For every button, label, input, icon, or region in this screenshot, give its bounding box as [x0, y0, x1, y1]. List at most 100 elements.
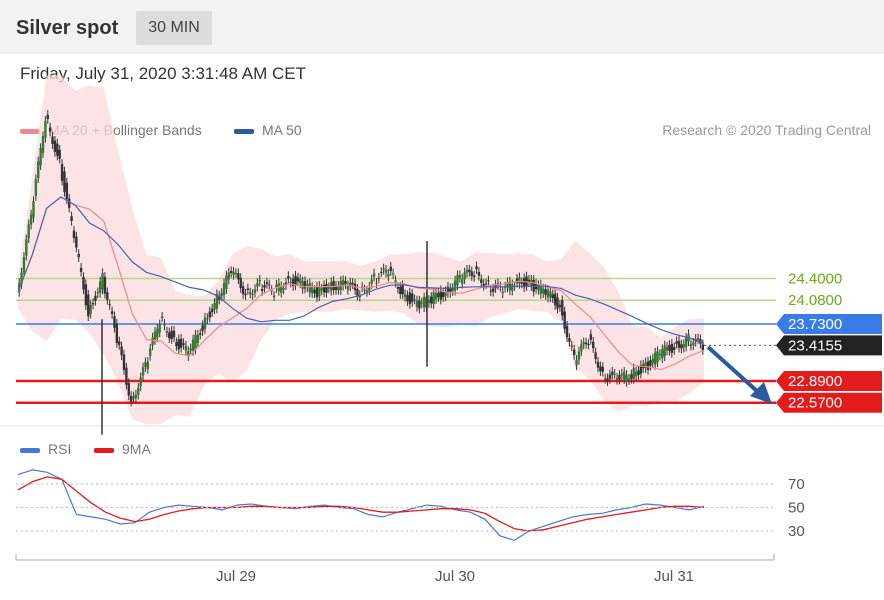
candle-body: [22, 256, 26, 273]
candle-body: [263, 285, 266, 288]
rsi-tick-70: 70: [788, 476, 805, 493]
candle-body: [239, 277, 242, 289]
candle-body: [246, 288, 250, 291]
candle-body: [520, 282, 523, 284]
candle-body: [408, 292, 412, 304]
level-label-24.0800: 24.0800: [788, 292, 842, 309]
candle-body: [41, 136, 45, 154]
timestamp: Friday, July 31, 2020 3:31:48 AM CET: [20, 64, 306, 83]
candle-body: [501, 291, 504, 294]
candle-body: [249, 292, 252, 294]
candle-body: [210, 308, 214, 313]
candle-body: [132, 396, 135, 399]
candle-body: [561, 300, 564, 316]
candle-body: [511, 284, 514, 291]
candle-body: [208, 311, 211, 318]
candle-body: [137, 387, 140, 395]
level-tag-23.7300: [776, 313, 882, 334]
candle-body: [53, 140, 57, 153]
candle-body: [422, 297, 426, 308]
candle-body: [630, 374, 633, 379]
candle-body: [284, 282, 288, 286]
candle-body: [675, 341, 678, 344]
candle-body: [146, 361, 150, 369]
candle-body: [194, 334, 197, 350]
candle-body: [463, 272, 466, 280]
candle-body: [644, 362, 647, 369]
candle-body: [558, 304, 562, 308]
candle-body: [308, 283, 311, 293]
candle-body: [320, 288, 323, 291]
candle-body: [477, 271, 481, 276]
candle-body: [89, 304, 92, 314]
candle-body: [572, 349, 576, 356]
candle-body: [611, 371, 614, 375]
candle-body: [432, 292, 435, 304]
candle-body: [58, 149, 61, 159]
candle-body: [351, 282, 354, 285]
ma20-swatch: [20, 128, 40, 134]
level-tag-22.8900: [776, 371, 882, 391]
candle-body: [456, 275, 459, 286]
legend-9ma: 9MA: [94, 441, 151, 457]
candle-body: [537, 285, 540, 290]
candle-body: [639, 365, 643, 374]
level-label-23.7300: 23.7300: [788, 316, 842, 333]
candle-body: [148, 348, 152, 356]
rsi-swatch: [20, 447, 40, 453]
candle-body: [341, 280, 345, 286]
candle-body: [46, 114, 49, 120]
candle-body: [265, 282, 269, 285]
candle-body: [48, 127, 52, 132]
candle-body: [327, 287, 331, 289]
candle-body: [349, 282, 352, 287]
candle-body: [191, 339, 195, 352]
rsi-tick-30: 30: [788, 523, 805, 540]
candle-body: [170, 330, 173, 340]
candle-body: [113, 316, 116, 328]
timeframe-button[interactable]: 30 MIN: [136, 11, 212, 45]
candle-body: [220, 292, 223, 297]
candle-body: [677, 340, 681, 348]
candle-body: [472, 275, 476, 278]
level-label-24.4000: 24.4000: [788, 270, 842, 287]
candle-body: [625, 374, 628, 383]
candle-body: [215, 294, 219, 309]
candle-body: [592, 341, 595, 349]
candle-body: [303, 281, 307, 289]
candle-body: [620, 373, 624, 376]
candle-body: [696, 338, 700, 340]
candle-body: [156, 328, 159, 338]
level-label-22.8900: 22.8900: [788, 373, 842, 390]
candle-body: [646, 361, 650, 370]
candle-body: [553, 293, 557, 306]
candle-body: [508, 281, 512, 291]
candle-body: [656, 351, 659, 363]
ma20-line: [17, 196, 705, 371]
candle-body: [613, 373, 616, 375]
candle-body: [489, 290, 493, 292]
candle-body: [380, 271, 383, 273]
candle-body: [365, 290, 369, 292]
candle-body: [587, 344, 590, 346]
candle-body: [84, 284, 88, 306]
candle-body: [470, 271, 473, 277]
candle-body: [51, 136, 54, 144]
candle-body: [468, 269, 471, 272]
candle-body: [439, 290, 442, 300]
candle-body: [141, 367, 145, 376]
candle-body: [441, 292, 445, 298]
candle-body: [60, 163, 64, 181]
candle-body: [75, 236, 78, 248]
ma50-swatch: [234, 128, 254, 134]
candle-body: [196, 334, 200, 344]
level-label-23.4155: 23.4155: [788, 337, 842, 354]
candle-body: [449, 288, 452, 293]
candle-body: [70, 216, 73, 221]
candle-body: [668, 344, 671, 351]
candle-body: [680, 344, 683, 349]
candle-body: [184, 345, 188, 351]
candle-body: [582, 342, 585, 345]
candle-body: [72, 230, 76, 239]
